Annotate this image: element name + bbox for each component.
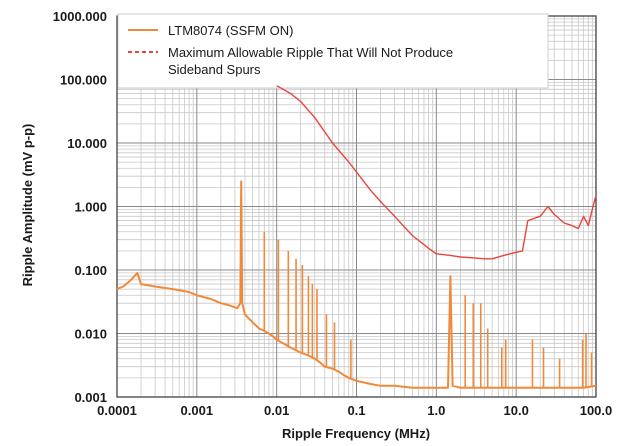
legend: LTM8074 (SSFM ON) Maximum Allowable Ripp… xyxy=(117,13,549,89)
legend-label-ltm8074: LTM8074 (SSFM ON) xyxy=(168,23,293,38)
series-ltm8074-spurs xyxy=(263,231,593,388)
x-axis-title: Ripple Frequency (MHz) xyxy=(282,426,430,441)
x-tick-label: 0.01 xyxy=(264,403,289,418)
y-tick-label: 0.001 xyxy=(74,390,107,405)
legend-label-max-ripple-line1: Maximum Allowable Ripple That Will Not P… xyxy=(168,45,453,60)
y-axis-title: Ripple Amplitude (mV p-p) xyxy=(20,124,35,287)
x-tick-label: 10.0 xyxy=(504,403,529,418)
series-max-ripple-line xyxy=(276,85,597,260)
x-tick-label: 1.0 xyxy=(427,403,445,418)
legend-label-max-ripple: Maximum Allowable Ripple That Will Not P… xyxy=(168,45,457,77)
x-tick-label: 100.0 xyxy=(580,403,613,418)
x-tick-label: 0.0001 xyxy=(97,403,137,418)
y-tick-label: 100.000 xyxy=(60,73,107,88)
legend-box xyxy=(117,13,549,89)
legend-label-max-ripple-line2: Sideband Spurs xyxy=(168,62,261,77)
series-ltm8074-line xyxy=(116,180,597,389)
x-tick-label: 0.1 xyxy=(347,403,365,418)
y-tick-label: 0.010 xyxy=(74,327,107,342)
y-axis-ticks: 0.001 0.010 0.100 1.000 10.000 100.000 1000.00… xyxy=(53,9,107,405)
y-tick-label: 10.000 xyxy=(67,136,107,151)
y-tick-label: 0.100 xyxy=(74,263,107,278)
y-tick-label: 1000.000 xyxy=(53,9,107,24)
x-tick-label: 0.001 xyxy=(181,403,214,418)
x-axis-ticks: 0.0001 0.001 0.01 0.1 1.0 10.0 100.0 xyxy=(97,403,612,418)
y-tick-label: 1.000 xyxy=(74,200,107,215)
